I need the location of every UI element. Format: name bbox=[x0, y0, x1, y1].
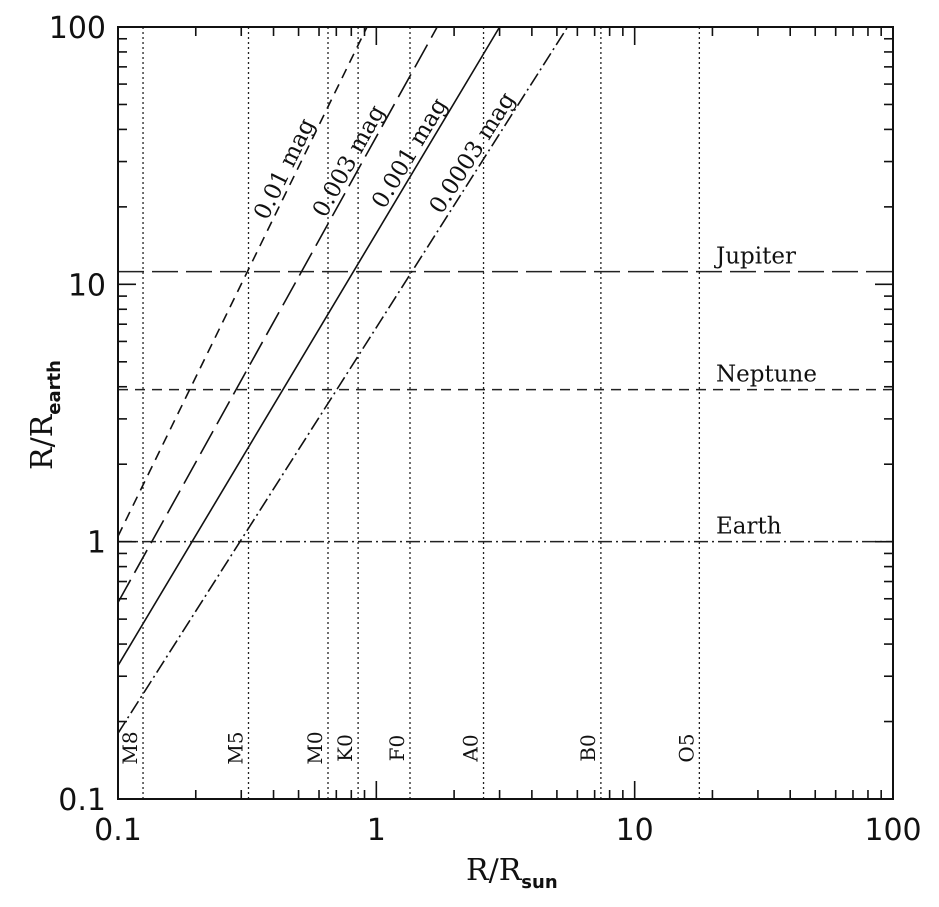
planet-label-neptune: Neptune bbox=[716, 362, 817, 388]
spectral-label-a0: A0 bbox=[459, 734, 483, 762]
spectral-label-m8: M8 bbox=[118, 731, 142, 764]
series-line-0-001-mag bbox=[117, 26, 501, 666]
spectral-label-f0: F0 bbox=[385, 735, 409, 762]
y-axis-title: R/Rearth bbox=[25, 360, 65, 470]
plot-frame bbox=[117, 26, 894, 800]
series-line-0-0003-mag bbox=[117, 26, 569, 734]
y-tick-label: 10 bbox=[68, 268, 106, 303]
y-tick-label: 1 bbox=[87, 526, 106, 561]
spectral-label-b0: B0 bbox=[576, 734, 600, 761]
spectral-label-m0: M0 bbox=[303, 731, 327, 764]
x-axis-title: R/Rsun bbox=[466, 853, 558, 893]
y-tick-label: 100 bbox=[49, 11, 106, 46]
spectral-gridlines bbox=[142, 27, 701, 799]
series-line-0-003-mag bbox=[117, 26, 438, 603]
spectral-label-o5: O5 bbox=[674, 733, 698, 762]
series-lines bbox=[117, 26, 569, 734]
y-axis-title-main: R/R bbox=[25, 413, 60, 470]
series-line-0-01-mag bbox=[117, 26, 368, 537]
x-tick-label: 10 bbox=[616, 813, 654, 848]
spectral-label-m5: M5 bbox=[223, 731, 247, 764]
x-axis-title-sub: sun bbox=[521, 872, 557, 893]
planet-label-jupiter: Jupiter bbox=[714, 244, 796, 270]
y-tick-label: 0.1 bbox=[58, 783, 106, 818]
x-tick-label: 1 bbox=[367, 813, 386, 848]
x-tick-label: 0.1 bbox=[94, 813, 142, 848]
planet-label-earth: Earth bbox=[716, 514, 782, 540]
x-tick-label: 100 bbox=[864, 813, 921, 848]
x-axis-title-main: R/R bbox=[466, 853, 523, 888]
spectral-label-k0: K0 bbox=[333, 734, 357, 762]
planet-lines bbox=[118, 270, 893, 543]
y-axis-title-sub: earth bbox=[44, 360, 65, 415]
